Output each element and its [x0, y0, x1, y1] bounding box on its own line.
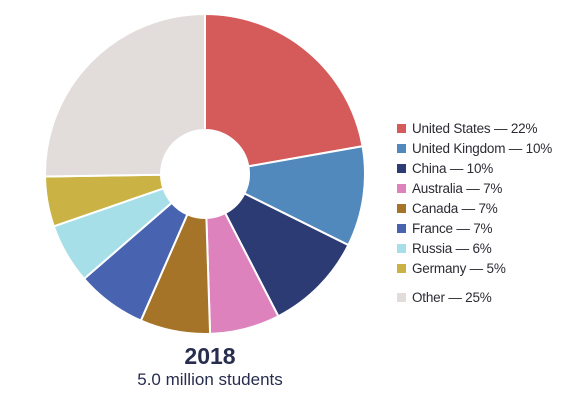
- legend-swatch: [397, 163, 406, 173]
- legend-label: France — 7%: [412, 220, 493, 236]
- legend-item-germany: Germany — 5%: [397, 258, 572, 278]
- legend-label: Australia — 7%: [412, 180, 503, 196]
- chart-subtitle: 5.0 million students: [137, 370, 283, 389]
- legend-swatch: [397, 243, 406, 253]
- legend-swatch: [397, 223, 406, 233]
- legend-item-united-kingdom: United Kingdom — 10%: [397, 138, 572, 158]
- legend-label: Canada — 7%: [412, 200, 498, 216]
- legend-swatch: [397, 123, 406, 133]
- legend-label: United States — 22%: [412, 120, 538, 136]
- legend-swatch: [397, 263, 406, 273]
- legend-item-canada: Canada — 7%: [397, 198, 572, 218]
- legend-label: United Kingdom — 10%: [412, 140, 553, 156]
- chart-title: 2018: [184, 343, 236, 369]
- legend-swatch: [397, 203, 406, 213]
- legend: United States — 22% United Kingdom — 10% C…: [397, 118, 572, 307]
- legend-item-other: Other — 25%: [397, 287, 572, 307]
- legend-swatch: [397, 183, 406, 193]
- legend-item-russia: Russia — 6%: [397, 238, 572, 258]
- legend-label: China — 10%: [412, 160, 494, 176]
- legend-item-australia: Australia — 7%: [397, 178, 572, 198]
- legend-item-france: France — 7%: [397, 218, 572, 238]
- legend-swatch: [397, 143, 406, 153]
- legend-swatch: [397, 292, 406, 302]
- legend-label: Russia — 6%: [412, 240, 492, 256]
- legend-item-china: China — 10%: [397, 158, 572, 178]
- legend-item-united-states: United States — 22%: [397, 118, 572, 138]
- slice-united-states: [204, 12, 364, 168]
- slice-other: [44, 12, 206, 178]
- legend-label: Other — 25%: [412, 289, 492, 305]
- legend-label: Germany — 5%: [412, 260, 506, 276]
